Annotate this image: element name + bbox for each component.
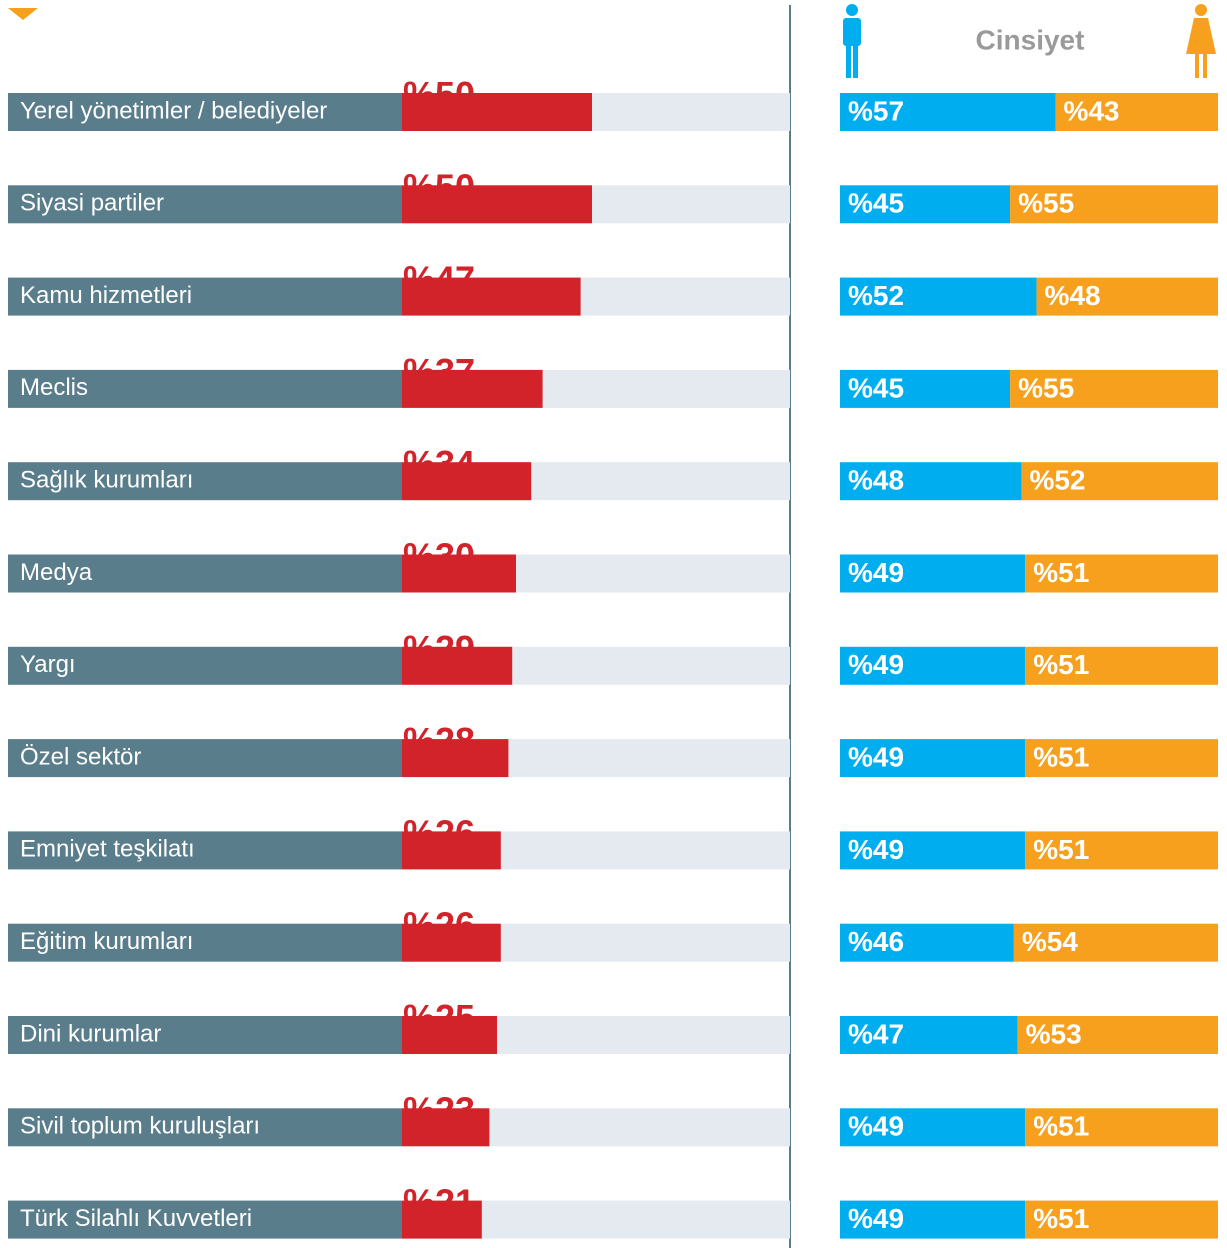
bar xyxy=(402,739,509,778)
bar xyxy=(402,185,592,224)
bar xyxy=(402,554,516,593)
gender-label: %45 xyxy=(848,188,904,219)
gender-bar xyxy=(1055,93,1218,131)
female-icon xyxy=(1186,4,1216,78)
gender-bar xyxy=(1010,185,1218,224)
category-label: Türk Silahlı Kuvvetleri xyxy=(20,1205,252,1232)
bar xyxy=(402,277,581,316)
label-box xyxy=(8,831,402,870)
male-icon xyxy=(843,4,861,78)
gender-bar xyxy=(1017,1016,1218,1054)
gender-title: Cinsiyet xyxy=(976,24,1085,55)
gender-bar xyxy=(1021,462,1218,501)
gender-label: %55 xyxy=(1018,372,1074,403)
gender-label: %51 xyxy=(1033,557,1089,588)
gender-label: %54 xyxy=(1022,926,1078,957)
gender-bar xyxy=(840,646,1026,685)
gender-label: %48 xyxy=(848,465,904,496)
category-label: Yargı xyxy=(20,651,76,678)
gender-label: %49 xyxy=(848,834,904,865)
bar xyxy=(402,1200,482,1239)
gender-label: %49 xyxy=(848,1203,904,1234)
label-box xyxy=(8,277,402,316)
gender-label: %49 xyxy=(848,1111,904,1142)
label-box xyxy=(8,462,402,501)
gender-bar xyxy=(840,369,1011,408)
gender-bar xyxy=(840,277,1037,316)
gender-label: %49 xyxy=(848,557,904,588)
gender-bar xyxy=(840,462,1022,501)
gender-bar xyxy=(1036,277,1218,316)
gender-label: %46 xyxy=(848,926,904,957)
category-label: Özel sektör xyxy=(20,743,141,770)
gender-bar xyxy=(1025,739,1218,778)
category-label: Medya xyxy=(20,559,93,586)
gender-bar xyxy=(840,1016,1018,1054)
category-label: Sağlık kurumları xyxy=(20,467,193,494)
bar xyxy=(402,369,543,408)
gender-label: %45 xyxy=(848,372,904,403)
gender-bar xyxy=(1025,646,1218,685)
bar xyxy=(402,831,501,870)
label-box xyxy=(8,1200,402,1239)
gender-label: %51 xyxy=(1033,1111,1089,1142)
label-box xyxy=(8,185,402,224)
gender-bar xyxy=(1025,554,1218,593)
bar xyxy=(402,923,501,962)
gender-bar xyxy=(840,554,1026,593)
gender-label: %51 xyxy=(1033,1203,1089,1234)
category-label: Siyasi partiler xyxy=(20,190,164,217)
bar xyxy=(402,462,532,501)
gender-label: %57 xyxy=(848,95,904,126)
bar xyxy=(402,1016,497,1054)
category-label: Meclis xyxy=(20,374,88,401)
dropdown-arrow xyxy=(8,8,38,20)
gender-label: %51 xyxy=(1033,649,1089,680)
bar xyxy=(402,646,513,685)
gender-label: %48 xyxy=(1045,280,1101,311)
gender-bar xyxy=(1010,369,1218,408)
gender-bar xyxy=(1013,923,1218,962)
label-box xyxy=(8,369,402,408)
gender-label: %47 xyxy=(848,1018,904,1049)
bar xyxy=(402,93,592,131)
gender-label: %52 xyxy=(848,280,904,311)
category-label: Sivil toplum kuruluşları xyxy=(20,1113,260,1140)
label-box xyxy=(8,646,402,685)
gender-bar xyxy=(840,831,1026,870)
gender-bar xyxy=(840,1108,1026,1147)
gender-label: %51 xyxy=(1033,834,1089,865)
category-label: Dini kurumlar xyxy=(20,1020,161,1047)
gender-bar xyxy=(1025,1108,1218,1147)
gender-bar xyxy=(1025,831,1218,870)
gender-bar xyxy=(1025,1200,1218,1239)
gender-bar xyxy=(840,1200,1026,1239)
label-box xyxy=(8,1108,402,1147)
gender-label: %43 xyxy=(1063,95,1119,126)
gender-label: %53 xyxy=(1026,1018,1082,1049)
gender-label: %49 xyxy=(848,741,904,772)
label-box xyxy=(8,739,402,778)
label-box xyxy=(8,93,402,131)
gender-label: %49 xyxy=(848,649,904,680)
label-box xyxy=(8,554,402,593)
gender-label: %52 xyxy=(1029,465,1085,496)
label-box xyxy=(8,1016,402,1054)
category-label: Emniyet teşkilatı xyxy=(20,836,195,863)
gender-label: %51 xyxy=(1033,741,1089,772)
gender-bar xyxy=(840,185,1011,224)
gender-bar xyxy=(840,739,1026,778)
gender-bar xyxy=(840,93,1056,131)
label-box xyxy=(8,923,402,962)
category-label: Kamu hizmetleri xyxy=(20,282,192,309)
category-label: Eğitim kurumları xyxy=(20,928,193,955)
bar xyxy=(402,1108,490,1147)
gender-bar xyxy=(840,923,1014,962)
category-label: Yerel yönetimler / belediyeler xyxy=(20,97,327,124)
gender-label: %55 xyxy=(1018,188,1074,219)
